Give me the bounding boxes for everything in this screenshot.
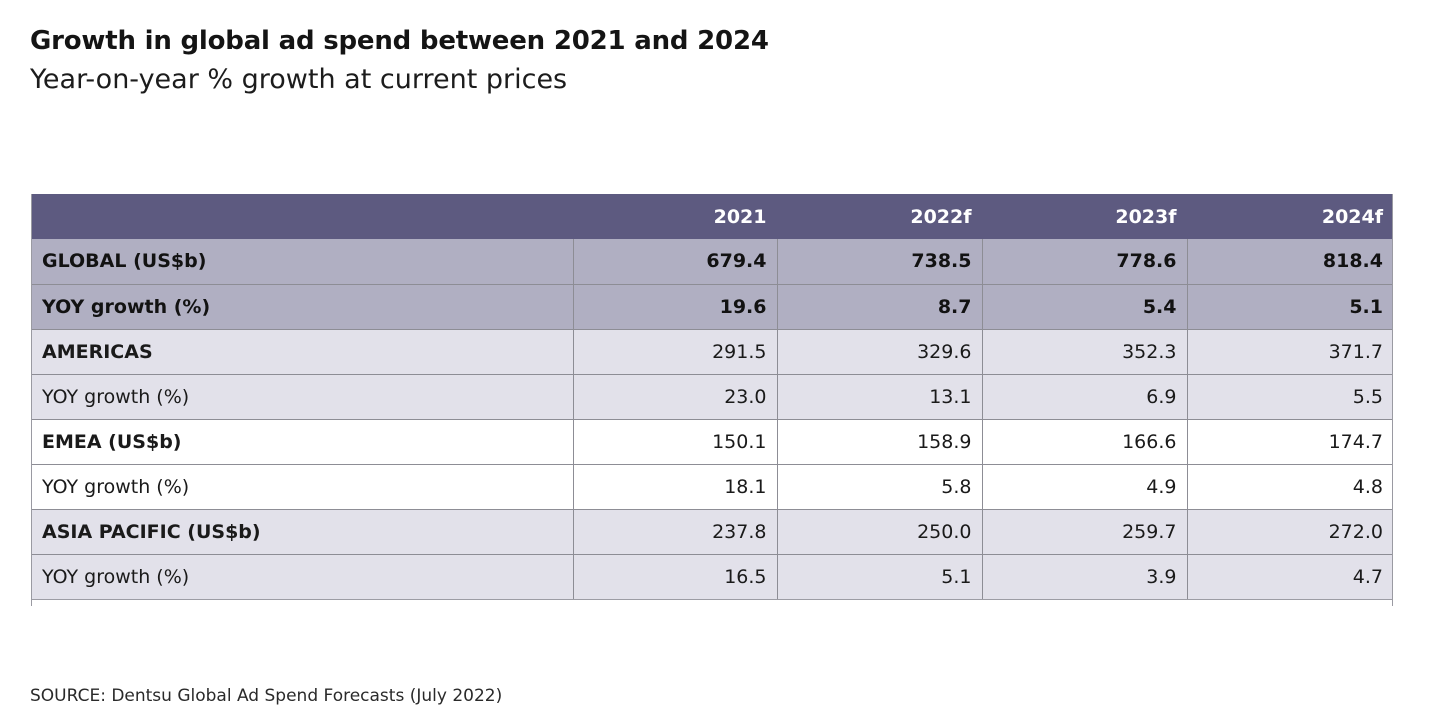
cell-value: 4.7 — [1187, 554, 1393, 600]
chart-subtitle: Year-on-year % growth at current prices — [30, 64, 568, 95]
ad-spend-table-container: 2021 2022f 2023f 2024f GLOBAL (US$b) 679… — [31, 194, 1393, 600]
cell-value: 5.1 — [1187, 284, 1393, 330]
cell-value: 23.0 — [573, 374, 778, 420]
row-label: GLOBAL (US$b) — [31, 239, 574, 285]
row-label: YOY growth (%) — [31, 554, 574, 600]
chart-title: Growth in global ad spend between 2021 a… — [30, 26, 769, 56]
cell-value: 5.8 — [777, 464, 983, 510]
ad-spend-table: 2021 2022f 2023f 2024f GLOBAL (US$b) 679… — [31, 194, 1393, 600]
cell-value: 291.5 — [573, 329, 778, 375]
cell-value: 272.0 — [1187, 509, 1393, 555]
cell-value: 150.1 — [573, 419, 778, 465]
cell-value: 19.6 — [573, 284, 778, 330]
cell-value: 3.9 — [982, 554, 1188, 600]
cell-value: 329.6 — [777, 329, 983, 375]
cell-value: 174.7 — [1187, 419, 1393, 465]
cell-value: 778.6 — [982, 239, 1188, 285]
cell-value: 5.1 — [777, 554, 983, 600]
cell-value: 818.4 — [1187, 239, 1393, 285]
cell-value: 371.7 — [1187, 329, 1393, 375]
cell-value: 738.5 — [777, 239, 983, 285]
table-row-americas-spend: AMERICAS 291.5 329.6 352.3 371.7 — [31, 329, 1393, 375]
cell-value: 6.9 — [982, 374, 1188, 420]
source-note: SOURCE: Dentsu Global Ad Spend Forecasts… — [30, 686, 503, 706]
row-label: EMEA (US$b) — [31, 419, 574, 465]
table-row-asia-pacific-spend: ASIA PACIFIC (US$b) 237.8 250.0 259.7 27… — [31, 509, 1393, 555]
column-header-label — [31, 194, 574, 239]
table-row-emea-spend: EMEA (US$b) 150.1 158.9 166.6 174.7 — [31, 419, 1393, 465]
column-header-2024f: 2024f — [1187, 194, 1393, 239]
row-label: ASIA PACIFIC (US$b) — [31, 509, 574, 555]
table-row-asia-pacific-growth: YOY growth (%) 16.5 5.1 3.9 4.7 — [31, 554, 1393, 600]
table-header: 2021 2022f 2023f 2024f — [31, 194, 1393, 239]
row-label: YOY growth (%) — [31, 464, 574, 510]
cell-value: 16.5 — [573, 554, 778, 600]
column-header-2023f: 2023f — [982, 194, 1188, 239]
cell-value: 13.1 — [777, 374, 983, 420]
table-row-global-growth: YOY growth (%) 19.6 8.7 5.4 5.1 — [31, 284, 1393, 330]
row-label: YOY growth (%) — [31, 374, 574, 420]
header-row: 2021 2022f 2023f 2024f — [31, 194, 1393, 239]
row-label: AMERICAS — [31, 329, 574, 375]
cell-value: 8.7 — [777, 284, 983, 330]
cell-value: 4.8 — [1187, 464, 1393, 510]
cell-value: 352.3 — [982, 329, 1188, 375]
cell-value: 5.4 — [982, 284, 1188, 330]
table-row-global-spend: GLOBAL (US$b) 679.4 738.5 778.6 818.4 — [31, 239, 1393, 285]
cell-value: 166.6 — [982, 419, 1188, 465]
table-row-americas-growth: YOY growth (%) 23.0 13.1 6.9 5.5 — [31, 374, 1393, 420]
cell-value: 5.5 — [1187, 374, 1393, 420]
cell-value: 250.0 — [777, 509, 983, 555]
table-body: GLOBAL (US$b) 679.4 738.5 778.6 818.4 YO… — [31, 239, 1393, 600]
table-row-emea-growth: YOY growth (%) 18.1 5.8 4.9 4.8 — [31, 464, 1393, 510]
cell-value: 158.9 — [777, 419, 983, 465]
cell-value: 679.4 — [573, 239, 778, 285]
cell-value: 237.8 — [573, 509, 778, 555]
cell-value: 259.7 — [982, 509, 1188, 555]
cell-value: 4.9 — [982, 464, 1188, 510]
column-header-2022f: 2022f — [777, 194, 983, 239]
cell-value: 18.1 — [573, 464, 778, 510]
column-header-2021: 2021 — [573, 194, 778, 239]
row-label: YOY growth (%) — [31, 284, 574, 330]
